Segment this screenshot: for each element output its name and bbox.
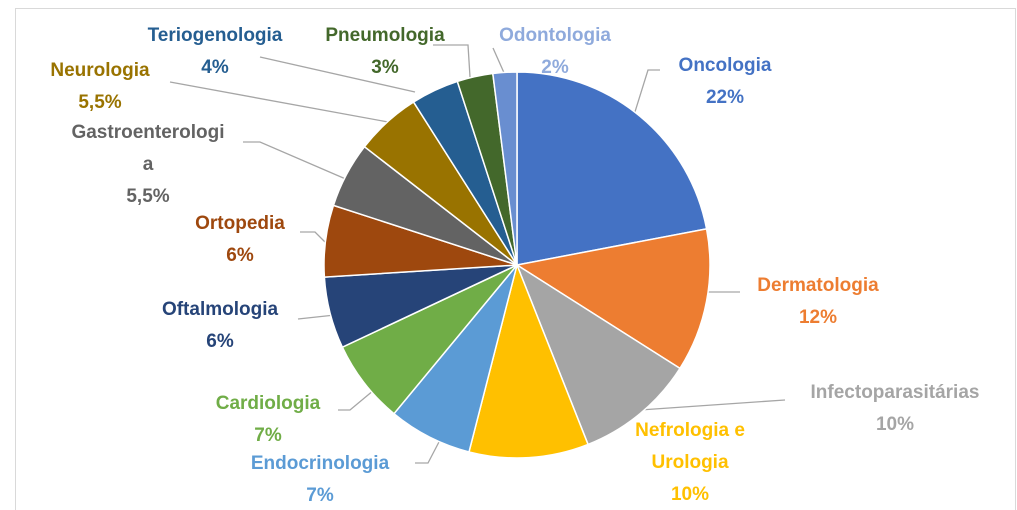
value-label: 2% xyxy=(541,57,569,78)
pie-slice xyxy=(514,227,711,370)
category-label: Neurologia xyxy=(50,60,150,81)
chart-frame xyxy=(15,8,1016,510)
category-label: Gastroenterologia xyxy=(71,122,225,175)
data-label: Cardiologia 7% xyxy=(168,388,368,452)
category-label: Dermatologia xyxy=(757,275,879,296)
data-label: Oncologia 22% xyxy=(625,50,825,114)
data-label: Oftalmologia 6% xyxy=(120,294,320,358)
value-label: 7% xyxy=(254,425,282,446)
value-label: 7% xyxy=(306,485,334,506)
data-label: Pneumologia 3% xyxy=(285,20,485,84)
data-label: Infectoparasitárias 10% xyxy=(780,377,1010,441)
category-label: Oftalmologia xyxy=(161,299,279,320)
data-label: Neurologia 5,5% xyxy=(0,55,200,119)
category-label: Oncologia xyxy=(678,55,772,76)
category-label: Cardiologia xyxy=(215,393,321,414)
value-label: 4% xyxy=(201,57,229,78)
data-label: Gastroenterologia 5,5% xyxy=(67,117,229,213)
data-label: Dermatologia 12% xyxy=(718,270,918,334)
pie-slice xyxy=(516,71,708,266)
category-label: Nefrologia e Urologia xyxy=(635,420,745,473)
value-label: 6% xyxy=(226,245,254,266)
value-label: 12% xyxy=(798,307,838,328)
data-label: Odontologia 2% xyxy=(455,20,655,84)
category-label: Pneumologia xyxy=(325,25,445,46)
data-label: Endocrinologia 7% xyxy=(220,448,420,510)
pie-slice xyxy=(491,71,518,266)
value-label: 3% xyxy=(371,57,399,78)
category-label: Teriogenologia xyxy=(147,25,283,46)
data-label: Nefrologia e Urologia 10% xyxy=(615,415,765,510)
value-label: 6% xyxy=(206,331,234,352)
leader-lines xyxy=(169,44,786,464)
category-label: Endocrinologia xyxy=(250,453,390,474)
category-label: Ortopedia xyxy=(195,213,285,234)
pie-slice xyxy=(515,263,681,446)
pie-slice xyxy=(468,262,590,459)
value-label: 5,5% xyxy=(78,92,122,113)
category-label: Odontologia xyxy=(499,25,611,46)
value-label: 10% xyxy=(670,484,710,505)
value-label: 10% xyxy=(875,414,915,435)
data-label: Ortopedia 6% xyxy=(140,208,340,272)
data-label: Teriogenologia 4% xyxy=(115,20,315,84)
value-label: 22% xyxy=(705,87,745,108)
category-label: Infectoparasitárias xyxy=(810,382,980,403)
value-label: 5,5% xyxy=(126,186,170,207)
